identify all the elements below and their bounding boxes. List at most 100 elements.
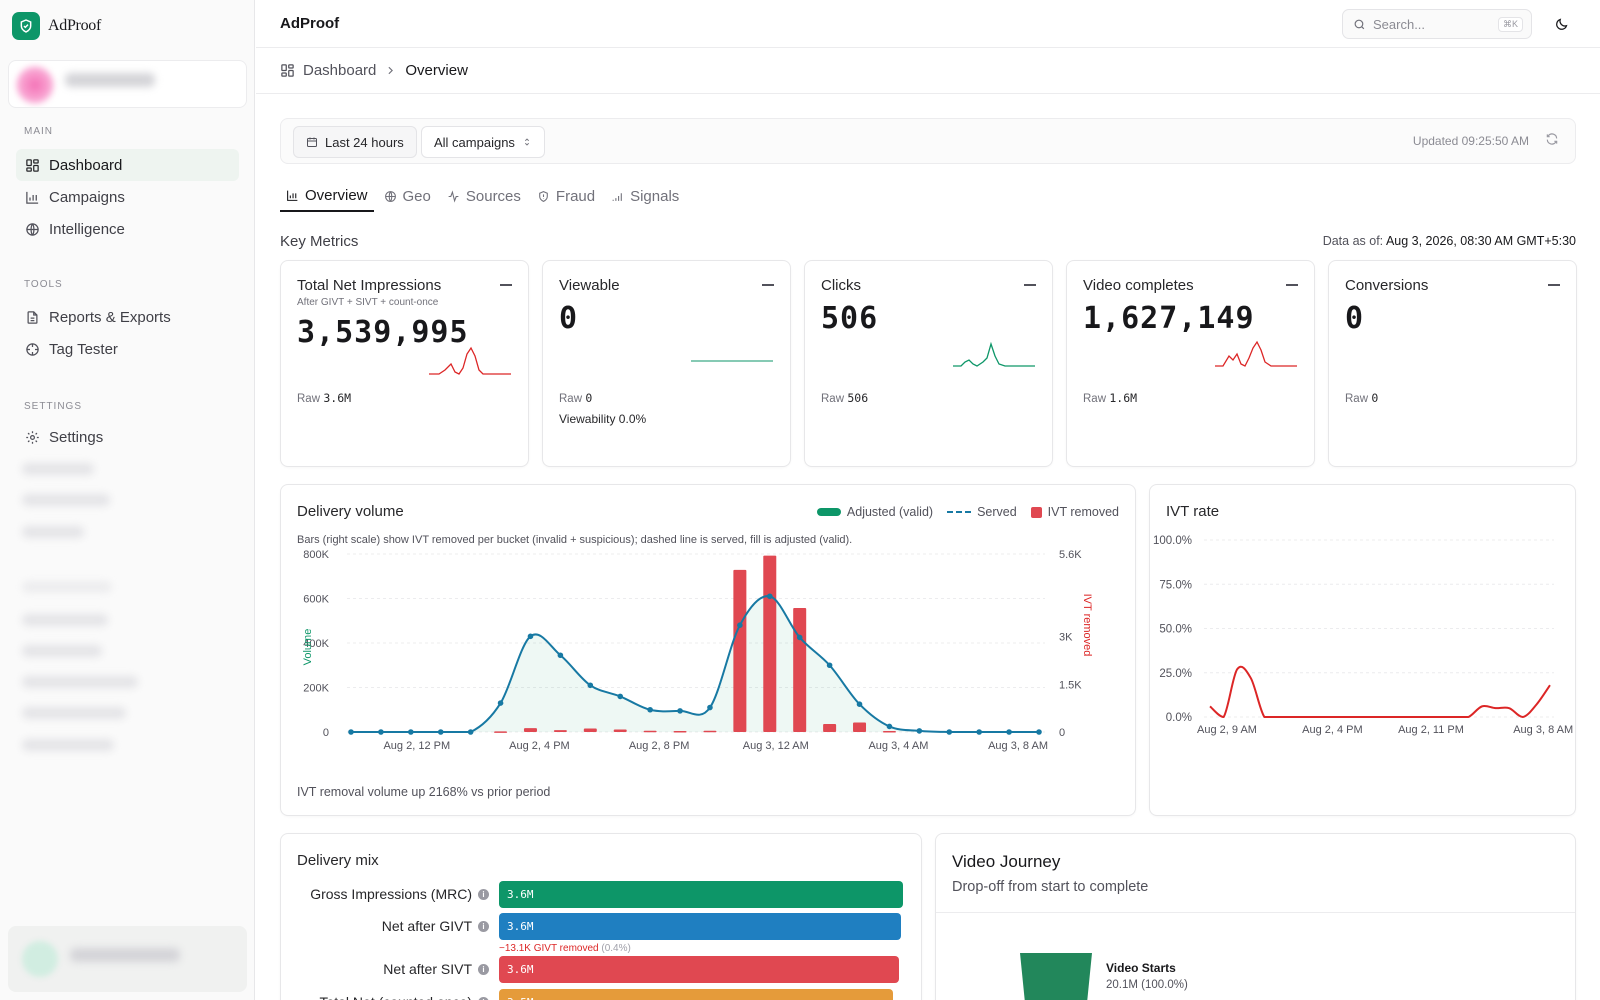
redacted-nav-item [22,739,114,751]
chart-footer-note: IVT removal volume up 2168% vs prior per… [297,785,551,799]
info-icon[interactable]: i [478,920,489,932]
redacted-nav-item [22,645,102,657]
ivt-bar [553,730,567,732]
y-right-tick: 1.5K [1059,679,1082,691]
sparkline [1215,340,1297,367]
search-icon [1354,19,1365,29]
bar-chart-icon [26,191,39,204]
collapse-icon[interactable] [1024,284,1036,286]
campaign-select[interactable]: All campaigns [421,126,545,158]
metric-raw-value: 0 [585,391,593,405]
data-point [976,729,982,735]
redacted-nav-item [22,614,108,626]
calendar-icon [307,137,317,147]
metric-raw-value: 1.6M [1109,391,1138,405]
info-icon[interactable]: i [478,888,489,900]
metric-raw-value: 0 [1371,391,1379,405]
metric-card-clicks[interactable]: Clicks 506 Raw 506 [804,260,1053,467]
metric-raw: Raw 3.6M [297,391,351,405]
data-point [467,729,474,735]
legend-item-ivt[interactable]: IVT removed [1030,505,1119,519]
sidebar-item-campaigns[interactable]: Campaigns [16,181,239,213]
metric-card-conversions[interactable]: Conversions 0 Raw 0 [1328,260,1577,467]
ivt-bar [673,731,687,733]
data-point [886,723,893,730]
collapse-icon[interactable] [500,284,512,286]
mix-bar: 3.6M [499,956,899,983]
metric-raw: Raw 506 [821,391,868,405]
data-as-of-value: Aug 3, 2026, 08:30 AM GMT+5:30 [1385,234,1576,248]
ivt-bar [523,728,537,732]
dashboard-icon [26,158,39,172]
theme-toggle-button[interactable] [1549,12,1573,36]
metric-card-net-impressions[interactable]: Total Net Impressions After GIVT + SIVT … [280,260,529,467]
funnel-stage-video-starts[interactable] [1020,953,1092,1000]
signal-icon [612,192,622,201]
section-label-main: MAIN [24,126,53,137]
tab-geo[interactable]: Geo [378,180,437,212]
legend-item-served[interactable]: Served [947,505,1017,519]
chart-legend: Adjusted (valid) Served IVT removed [816,505,1119,519]
account-switcher[interactable] [8,60,247,108]
tab-label: Fraud [555,187,596,205]
info-icon[interactable]: i [478,963,489,975]
search-box[interactable]: ⌘K [1342,9,1532,39]
metric-raw: Raw 0 [559,391,592,405]
date-range-label: Last 24 hours [325,134,404,150]
metric-label: Conversions [1345,277,1429,294]
tab-sources[interactable]: Sources [441,180,527,212]
data-point [1036,729,1042,735]
x-tick: Aug 2, 12 PM [383,740,450,752]
ivt-rate-chart[interactable]: 100.0% 75.0% 50.0% 25.0% 0.0% Aug 2, 9 AM Aug … [1150,521,1576,751]
metric-card-viewable[interactable]: Viewable 0 Raw 0 Viewability 0.0% [542,260,791,467]
breadcrumb-root[interactable]: Dashboard [303,62,377,79]
data-point [826,662,833,669]
x-tick: Aug 3, 12 AM [743,740,809,752]
data-point [587,682,594,689]
legend-item-adjusted[interactable]: Adjusted (valid) [816,505,933,519]
shield-logo-icon [12,12,40,40]
search-input[interactable] [1373,16,1493,32]
sidebar-item-reports[interactable]: Reports & Exports [16,301,239,333]
shield-alert-icon [539,190,548,202]
metric-raw: Raw 0 [1345,391,1378,405]
redacted-nav-item [22,463,94,475]
metric-value: 506 [821,301,879,336]
collapse-icon[interactable] [1548,284,1560,286]
metric-card-video-completes[interactable]: Video completes 1,627,149 Raw 1.6M [1066,260,1315,467]
sidebar-item-settings[interactable]: Settings [16,421,239,453]
date-range-button[interactable]: Last 24 hours [293,126,417,158]
data-point [617,693,624,700]
info-icon[interactable]: i [478,996,489,1000]
metric-raw-label: Raw [1083,393,1107,405]
metric-label: Clicks [821,277,861,294]
x-tick: Aug 2, 8 PM [629,740,690,752]
collapse-icon[interactable] [1286,284,1298,286]
campaign-select-label: All campaigns [434,134,515,150]
collapse-icon[interactable] [762,284,774,286]
tab-signals[interactable]: Signals [605,180,685,212]
sidebar-item-intelligence[interactable]: Intelligence [16,213,239,245]
data-point [348,729,354,735]
globe-icon [384,190,396,202]
metric-raw-label: Raw [297,393,321,405]
refresh-button[interactable] [1545,132,1559,149]
tab-overview[interactable]: Overview [280,180,374,212]
tab-fraud[interactable]: Fraud [531,180,601,212]
brand[interactable]: AdProof [12,12,101,40]
sidebar-item-dashboard[interactable]: Dashboard [16,149,239,181]
chevron-right-icon [388,66,394,75]
y-left-tick: 0 [323,727,329,739]
user-menu[interactable] [8,926,247,992]
y-left-label: Volume [302,629,314,666]
delivery-volume-chart[interactable]: 800K 600K 400K 200K 0 5.6K 3K 1.5K 0 Aug 2, 12 PM… [289,547,1119,767]
y-right-label: IVT removed [1081,594,1093,657]
y-left-tick: 400K [303,638,329,650]
x-tick: Aug 2, 4 PM [509,740,570,752]
ivt-rate-line [1209,665,1551,719]
redacted-nav-item [22,526,84,538]
sidebar-item-tag-tester[interactable]: Tag Tester [16,333,239,365]
metric-value: 3,539,995 [297,315,469,350]
brand-name: AdProof [48,17,102,34]
divider [936,912,1575,913]
